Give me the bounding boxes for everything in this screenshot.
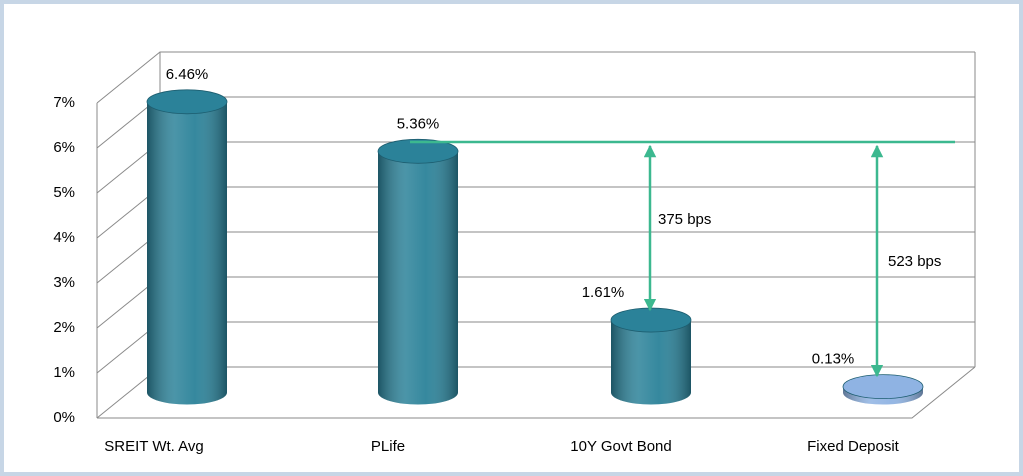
y-tick-label: 6% (53, 139, 75, 156)
x-tick-label: Fixed Deposit (807, 438, 900, 455)
grid: 0% 1% 2% 3% 4% 5% 6% 7% (53, 51, 976, 426)
value-label: 5.36% (397, 115, 440, 132)
bar-top (610, 307, 692, 333)
y-tick-label: 2% (53, 319, 75, 336)
value-label: 0.13% (812, 351, 855, 368)
x-tick-label: PLife (371, 438, 405, 455)
bar-shade (147, 101, 227, 405)
value-label: 1.61% (582, 284, 625, 301)
bar-top (377, 138, 459, 164)
bar-top (146, 89, 228, 115)
bar-shade (378, 151, 458, 405)
x-tick-label: SREIT Wt. Avg (104, 438, 203, 455)
y-tick-label: 1% (53, 364, 75, 381)
grid-line (96, 51, 975, 104)
bars: 6.46% SREIT Wt. Avg 5.36% PLife 1.61% 10Y Gov… (104, 66, 924, 455)
y-tick-label: 7% (53, 94, 75, 111)
annotations: 375 bps 523 bps (410, 140, 955, 378)
bar (610, 307, 692, 405)
y-tick-label: 4% (53, 229, 75, 246)
y-tick-label: 5% (53, 184, 75, 201)
bar-shade (611, 320, 691, 405)
bar (146, 89, 228, 405)
annotation: 523 bps (888, 253, 941, 270)
y-tick-label: 0% (53, 409, 75, 426)
y-tick-label: 3% (53, 274, 75, 291)
bar (842, 374, 924, 405)
annotation: 375 bps (658, 211, 711, 228)
bar-top (842, 374, 924, 400)
x-tick-label: 10Y Govt Bond (570, 438, 671, 455)
value-label: 6.46% (166, 66, 209, 83)
floor-edge (97, 366, 976, 419)
bar (377, 138, 459, 405)
